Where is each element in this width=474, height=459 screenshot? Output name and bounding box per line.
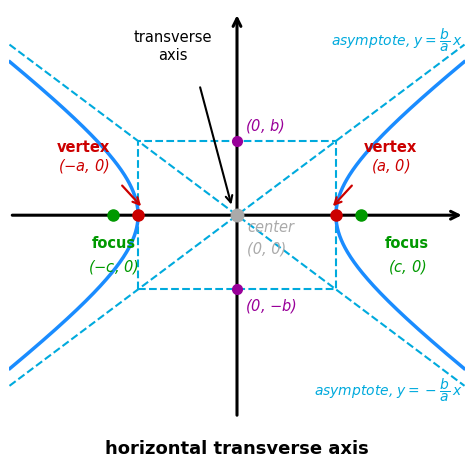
Text: transverse
axis: transverse axis xyxy=(134,30,212,63)
Text: asymptote, $y = -\dfrac{b}{a}\,x$: asymptote, $y = -\dfrac{b}{a}\,x$ xyxy=(314,375,463,403)
Text: center: center xyxy=(247,220,294,235)
Text: focus: focus xyxy=(91,235,136,251)
Text: ($a$, 0): ($a$, 0) xyxy=(371,157,410,174)
Text: (0, $-b$): (0, $-b$) xyxy=(245,297,297,314)
Text: ($-c$, 0): ($-c$, 0) xyxy=(88,257,139,275)
Text: asymptote, $y = \dfrac{b}{a}\,x$: asymptote, $y = \dfrac{b}{a}\,x$ xyxy=(331,26,463,54)
Text: focus: focus xyxy=(385,235,429,251)
Text: (0, $b$): (0, $b$) xyxy=(245,117,285,135)
Text: vertex: vertex xyxy=(57,140,110,155)
Text: ($-a$, 0): ($-a$, 0) xyxy=(58,157,109,174)
Text: horizontal transverse axis: horizontal transverse axis xyxy=(105,439,369,457)
Text: ($c$, 0): ($c$, 0) xyxy=(388,257,427,275)
Text: (0, 0): (0, 0) xyxy=(247,241,286,257)
Text: vertex: vertex xyxy=(364,140,417,155)
